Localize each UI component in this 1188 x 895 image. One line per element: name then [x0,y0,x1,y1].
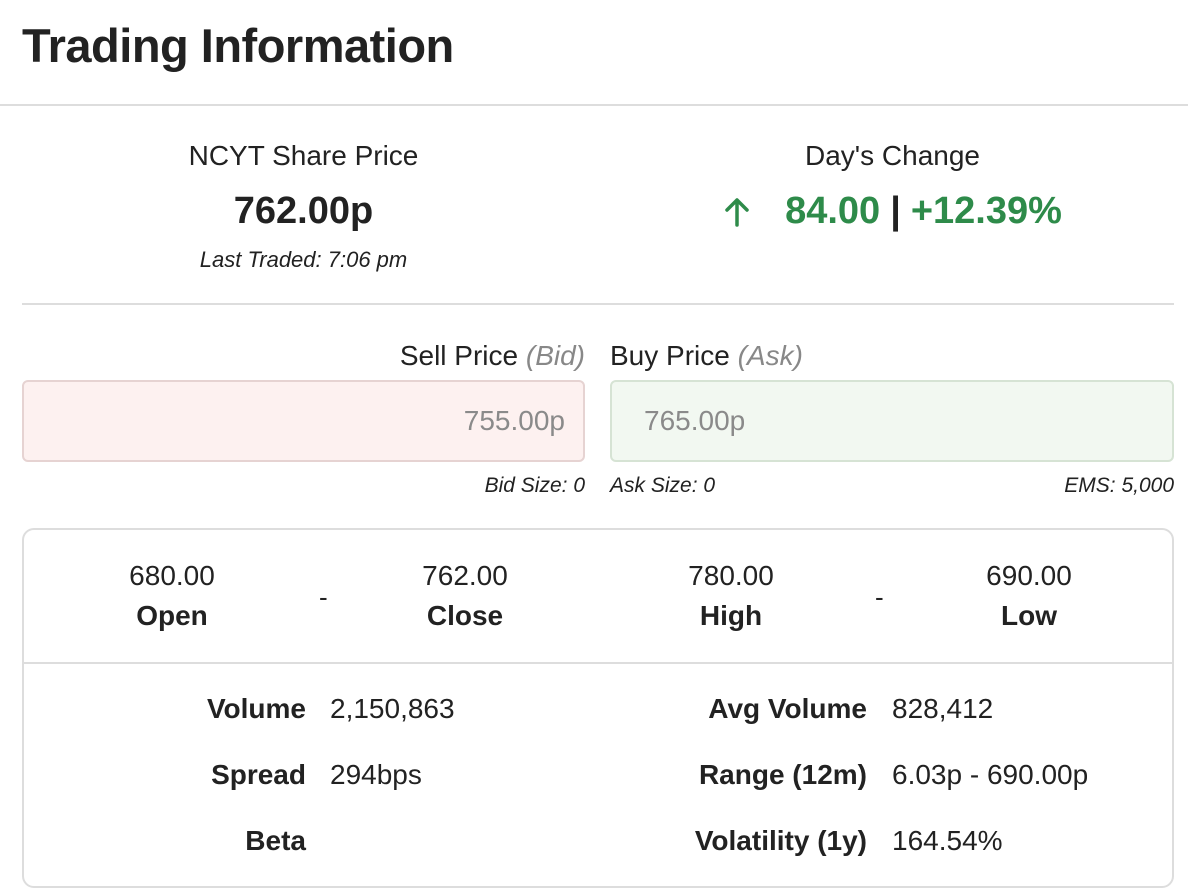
open-stat: 680.00 Open [72,560,272,632]
share-price-value: 762.00p [233,190,374,232]
spread-value: 294bps [330,759,422,790]
sell-price-box[interactable]: 755.00p [22,380,585,462]
days-change-panel: Day's Change 84.00 | +12.39% [600,140,1185,233]
buy-price-box[interactable]: 765.00p [610,380,1174,462]
header-divider [0,104,1188,106]
share-price-label: NCYT Share Price [188,140,419,171]
share-price-panel: NCYT Share Price 762.00p Last Traded: 7:… [22,140,585,273]
page-title: Trading Information [22,19,454,72]
range-label: Range (12m) [698,759,867,790]
avg-volume-label: Avg Volume [708,693,867,724]
high-stat: 780.00 High [631,560,831,632]
beta-label: Beta [245,825,306,856]
close-stat: 762.00 Close [365,560,565,632]
days-change-absolute: 84.00 [785,190,881,232]
days-change-separator: | [890,190,901,232]
section-divider [22,303,1174,305]
volume-value: 2,150,863 [330,693,455,724]
range-value: 6.03p - 690.00p [892,759,1089,790]
high-value: 780.00 [688,560,774,591]
ask-price-value: 765.00p [644,405,746,436]
bid-size: Bid Size: 0 [484,474,585,497]
buy-price-heading: Buy Price (Ask) [610,340,803,372]
open-close-dash: - [319,582,328,612]
open-label: Open [136,600,208,631]
low-stat: 690.00 Low [929,560,1129,632]
volume-label: Volume [206,693,306,724]
high-label: High [699,600,763,631]
arrow-up-icon [723,197,751,227]
low-value: 690.00 [986,560,1072,591]
ask-size: Ask Size: 0 [610,474,716,497]
open-value: 680.00 [129,560,215,591]
volatility-label: Volatility (1y) [694,825,867,856]
spread-label: Spread [211,759,306,790]
high-low-dash: - [875,582,884,612]
bid-price-value: 755.00p [463,405,565,436]
buy-price-label: Buy Price [610,340,730,371]
stats-card: 680.00 Open - 762.00 Close 780.00 High -… [22,528,1174,888]
days-change-percent: +12.39% [910,190,1062,232]
ohlc-row: 680.00 Open - 762.00 Close 780.00 High -… [24,530,1172,664]
days-change-row: 84.00 | +12.39% [600,190,1185,233]
avg-volume-value: 828,412 [892,693,994,724]
last-traded-time: Last Traded: 7:06 pm [199,247,408,272]
bid-qualifier: (Bid) [525,340,585,371]
days-change-label: Day's Change [805,140,980,171]
low-label: Low [1001,600,1057,631]
close-value: 762.00 [422,560,508,591]
close-label: Close [426,600,504,631]
volatility-value: 164.54% [892,825,1003,856]
sell-price-heading: Sell Price (Bid) [22,340,585,372]
ems-size: EMS: 5,000 [1064,474,1174,497]
sell-price-label: Sell Price [399,340,519,371]
ask-qualifier: (Ask) [737,340,803,371]
